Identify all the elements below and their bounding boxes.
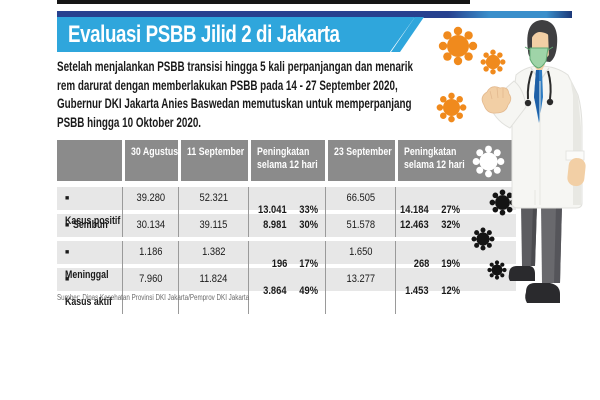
top-border (57, 0, 470, 4)
cell-23-september: 66.505 (325, 187, 395, 233)
cell-11-september: 52.321 (178, 187, 248, 233)
doctor-coat (511, 65, 583, 209)
row-label: Kasus positif (65, 215, 121, 227)
row-bullet-icon: ■ (65, 222, 70, 229)
intro-line: PSBB hingga 10 Oktober 2020. (57, 114, 202, 130)
table-row-kasus-aktif: ■ Kasus aktif 7.960 11.824 3.864 49% 13.27… (57, 268, 516, 314)
cell-peningkatan-1: 13.041 33% (248, 187, 325, 233)
table-row-kasus-positif: ■Kasus positif 39.280 52.321 13.041 33% 6… (57, 187, 516, 233)
title-banner: Evaluasi PSBB Jilid 2 di Jakarta (57, 17, 415, 52)
cell-peningkatan-2: 1.453 12% (395, 268, 516, 314)
intro-line: rem darurat dengan memberlakukan PSBB pa… (57, 77, 398, 93)
cell-11-september: 1.382 (178, 241, 248, 287)
row-label: Kasus aktif (65, 296, 112, 308)
doctor-shoe (508, 266, 535, 281)
stethoscope-icon (526, 70, 533, 100)
table-row-sembuh: ■ Sembuh 30.134 39.115 8.981 30% 51.578 12… (57, 214, 516, 237)
doctor-illustration (481, 20, 586, 303)
doctor-shoe (525, 283, 560, 303)
intro-paragraph: Setelah menjalankan PSBB transisi hingga… (57, 59, 527, 133)
cell-peningkatan-1: 8.981 30% (248, 214, 325, 237)
table-row-meninggal: ■Meninggal 1.186 1.382 196 17% 1.650 268 1… (57, 241, 516, 287)
header-cell-peningkatan-1: Peningkatan selama 12 hari (248, 140, 325, 181)
row-bullet-icon: ■ (65, 249, 70, 256)
cell-peningkatan-2: 268 19% (395, 241, 516, 287)
cell-peningkatan-1: 196 17% (248, 241, 325, 287)
top-accent-bar (57, 11, 572, 18)
cell-30-agustus: 1.186 (122, 241, 178, 287)
doctor-hand-icon (481, 86, 512, 114)
cell-peningkatan-2: 12.463 32% (395, 214, 516, 237)
header-cell-23-september: 23 September (325, 140, 395, 181)
cell-30-agustus: 7.960 (122, 268, 178, 314)
header-cell-11-september: 11 September (178, 140, 248, 181)
table-header: 30 Agustus 11 September Peningkatan sela… (57, 140, 516, 181)
doctor-hand-icon (567, 158, 586, 187)
cell-23-september: 1.650 (325, 241, 395, 287)
row-bullet-icon: ■ (65, 276, 70, 283)
intro-line: Setelah menjalankan PSBB transisi hingga… (57, 59, 413, 74)
cell-23-september: 13.277 (325, 268, 395, 314)
source-note: Sumber: Dinas Kesehatan Provinsi DKI Jak… (57, 293, 250, 302)
header-cell-empty (57, 140, 122, 181)
cell-23-september: 51.578 (325, 214, 395, 237)
data-table: 30 Agustus 11 September Peningkatan sela… (57, 140, 516, 314)
face-mask-icon (529, 47, 549, 69)
cell-peningkatan-1: 3.864 49% (248, 268, 325, 314)
cell-peningkatan-2: 14.184 27% (395, 187, 516, 233)
cell-30-agustus: 39.280 (122, 187, 178, 233)
cell-30-agustus: 30.134 (122, 214, 178, 237)
row-bullet-icon: ■ (65, 195, 70, 202)
page-title: Evaluasi PSBB Jilid 2 di Jakarta (68, 21, 340, 48)
cell-11-september: 39.115 (178, 214, 248, 237)
header-cell-30-agustus: 30 Agustus (122, 140, 178, 181)
intro-line: Gubernur DKI Jakarta Anies Baswedan memu… (57, 96, 412, 111)
row-label: Meninggal (65, 269, 109, 281)
row-label: Sembuh (73, 219, 108, 231)
cell-11-september: 11.824 (178, 268, 248, 314)
